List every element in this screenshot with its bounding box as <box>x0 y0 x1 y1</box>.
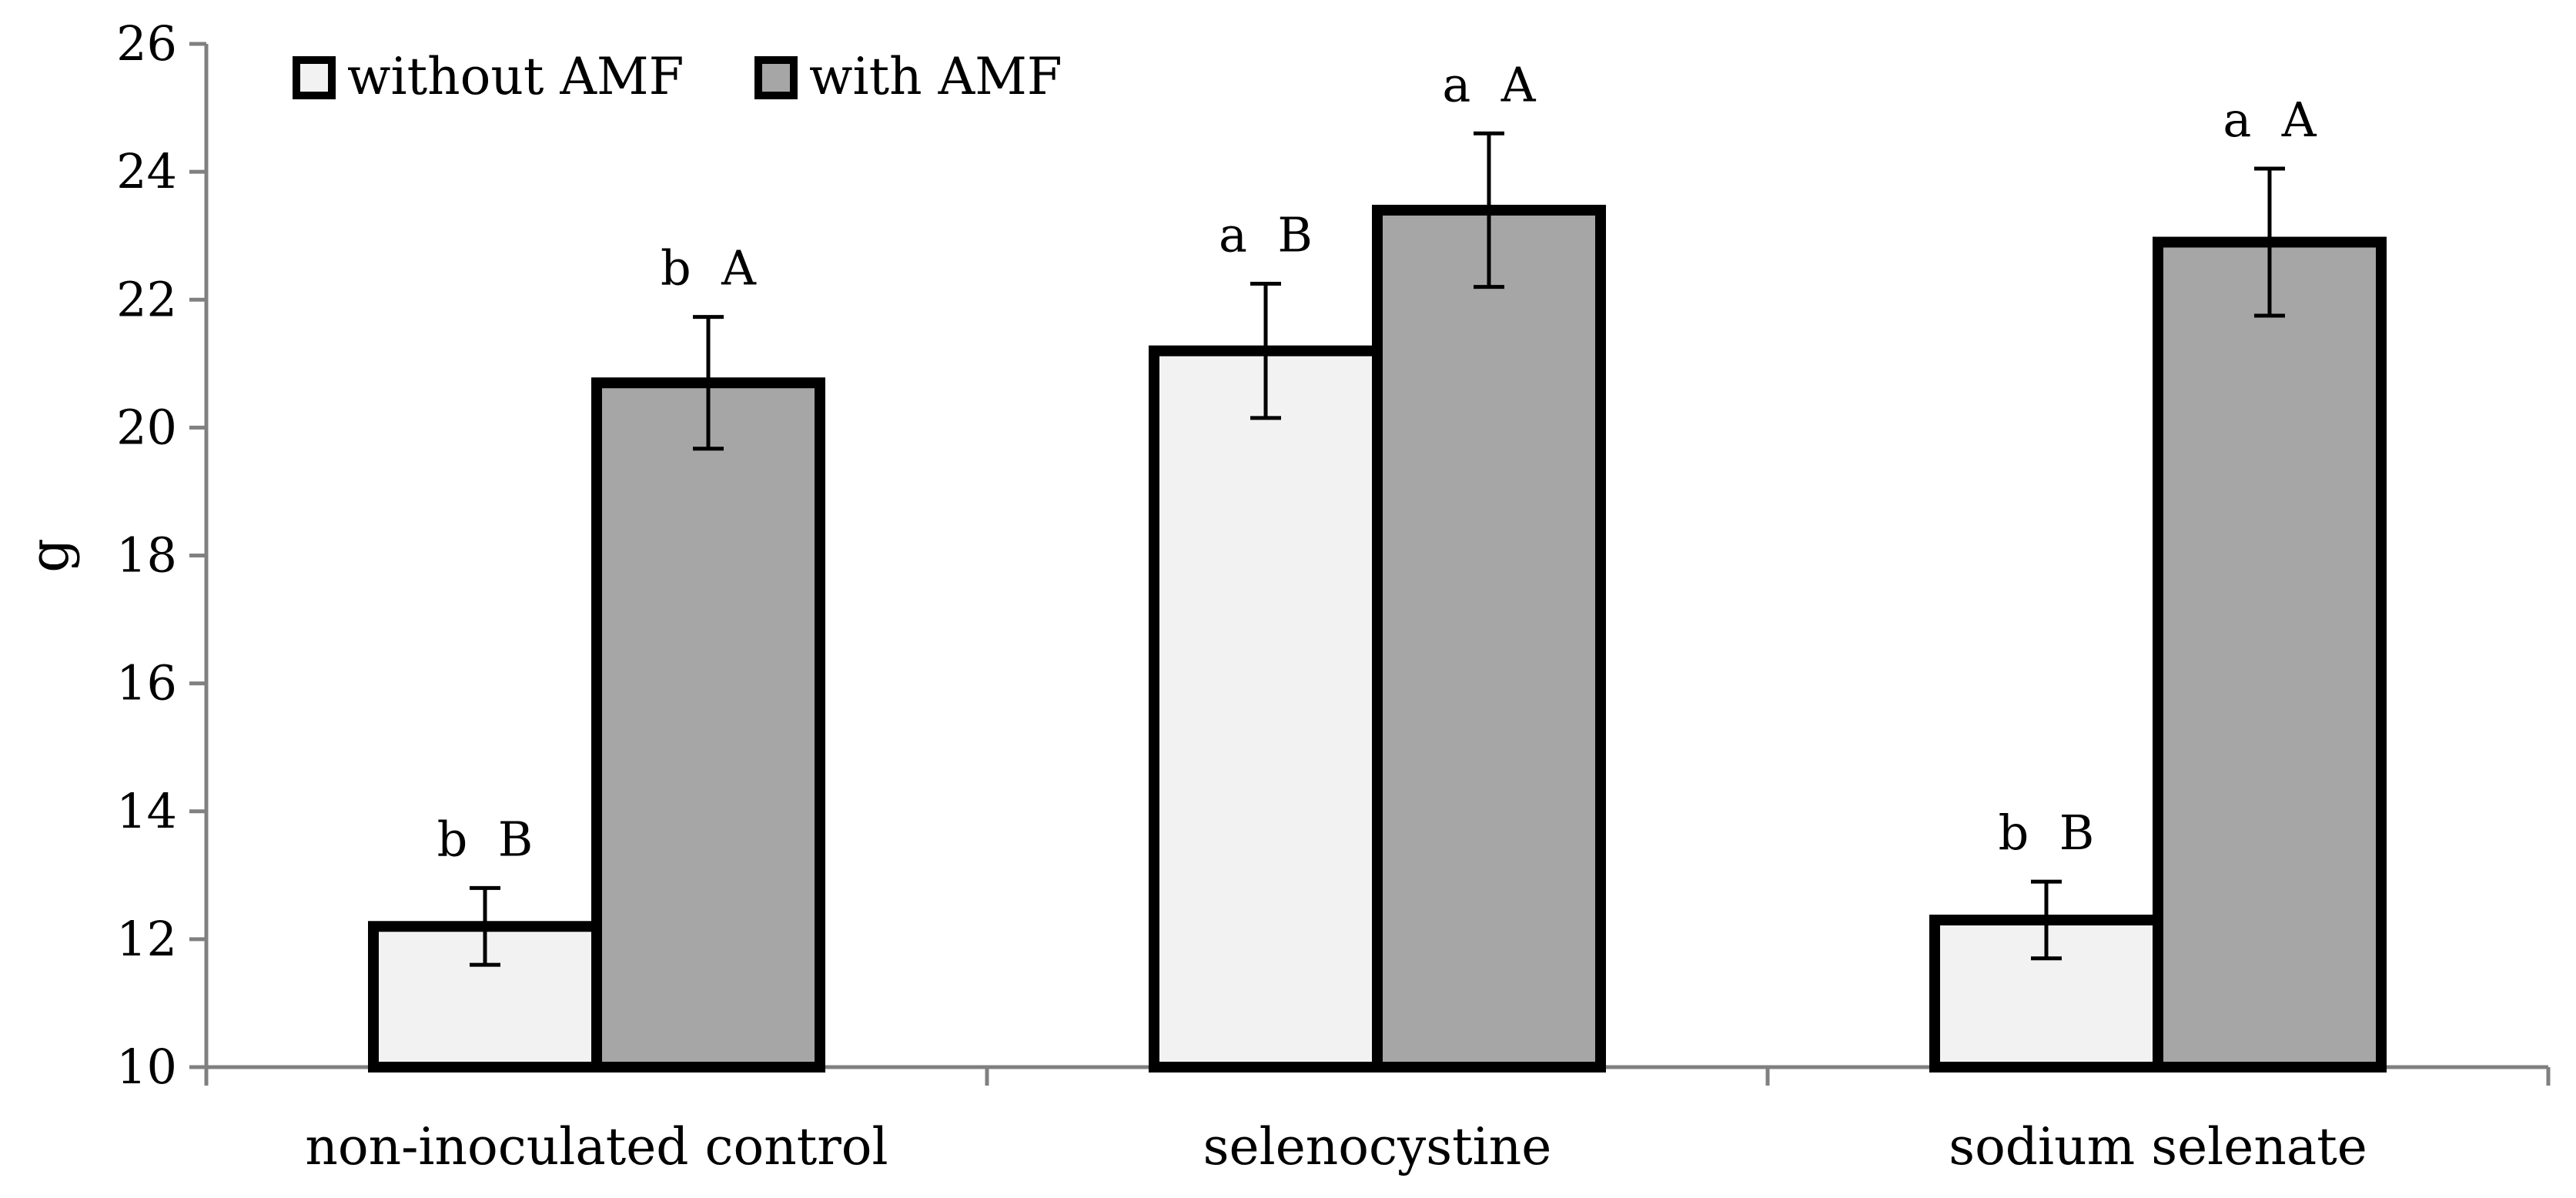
legend: without AMF with AMF <box>293 47 1062 106</box>
bar <box>1372 204 1606 1073</box>
bars: b B b A a B a A b B a A <box>368 56 2387 1073</box>
significance-label: b A <box>661 240 757 296</box>
x-category-label: non-inoculated control <box>305 1117 888 1176</box>
y-tick-label: 24 <box>116 143 177 199</box>
significance-label: a B <box>1219 206 1313 263</box>
y-axis-title: g <box>18 538 81 573</box>
x-axis: non-inoculated control selenocystine sodiu… <box>204 1065 2551 1176</box>
y-tick-label: 20 <box>116 399 177 455</box>
legend-label: without AMF <box>347 47 684 106</box>
y-tick-label: 22 <box>116 271 177 327</box>
y-tick-label: 14 <box>116 783 177 839</box>
y-axis: 10 12 14 16 18 20 22 24 26 <box>116 15 209 1095</box>
significance-label: b B <box>437 811 534 867</box>
x-category-label: sodium selenate <box>1949 1117 2367 1176</box>
y-tick-label: 16 <box>116 655 177 711</box>
y-tick-label: 12 <box>116 911 177 967</box>
y-tick-label: 18 <box>116 527 177 584</box>
bar <box>1149 345 1383 1073</box>
y-tick-label: 10 <box>116 1039 177 1095</box>
bar <box>2153 236 2387 1073</box>
significance-label: b B <box>1999 805 2095 861</box>
significance-label: a A <box>2223 92 2317 148</box>
legend-swatch <box>754 56 798 99</box>
legend-label: with AMF <box>809 47 1062 106</box>
x-category-label: selenocystine <box>1203 1117 1552 1176</box>
significance-label: a A <box>1442 56 1536 112</box>
bar <box>591 377 825 1073</box>
y-tick-label: 26 <box>116 15 177 72</box>
legend-swatch <box>293 56 336 99</box>
